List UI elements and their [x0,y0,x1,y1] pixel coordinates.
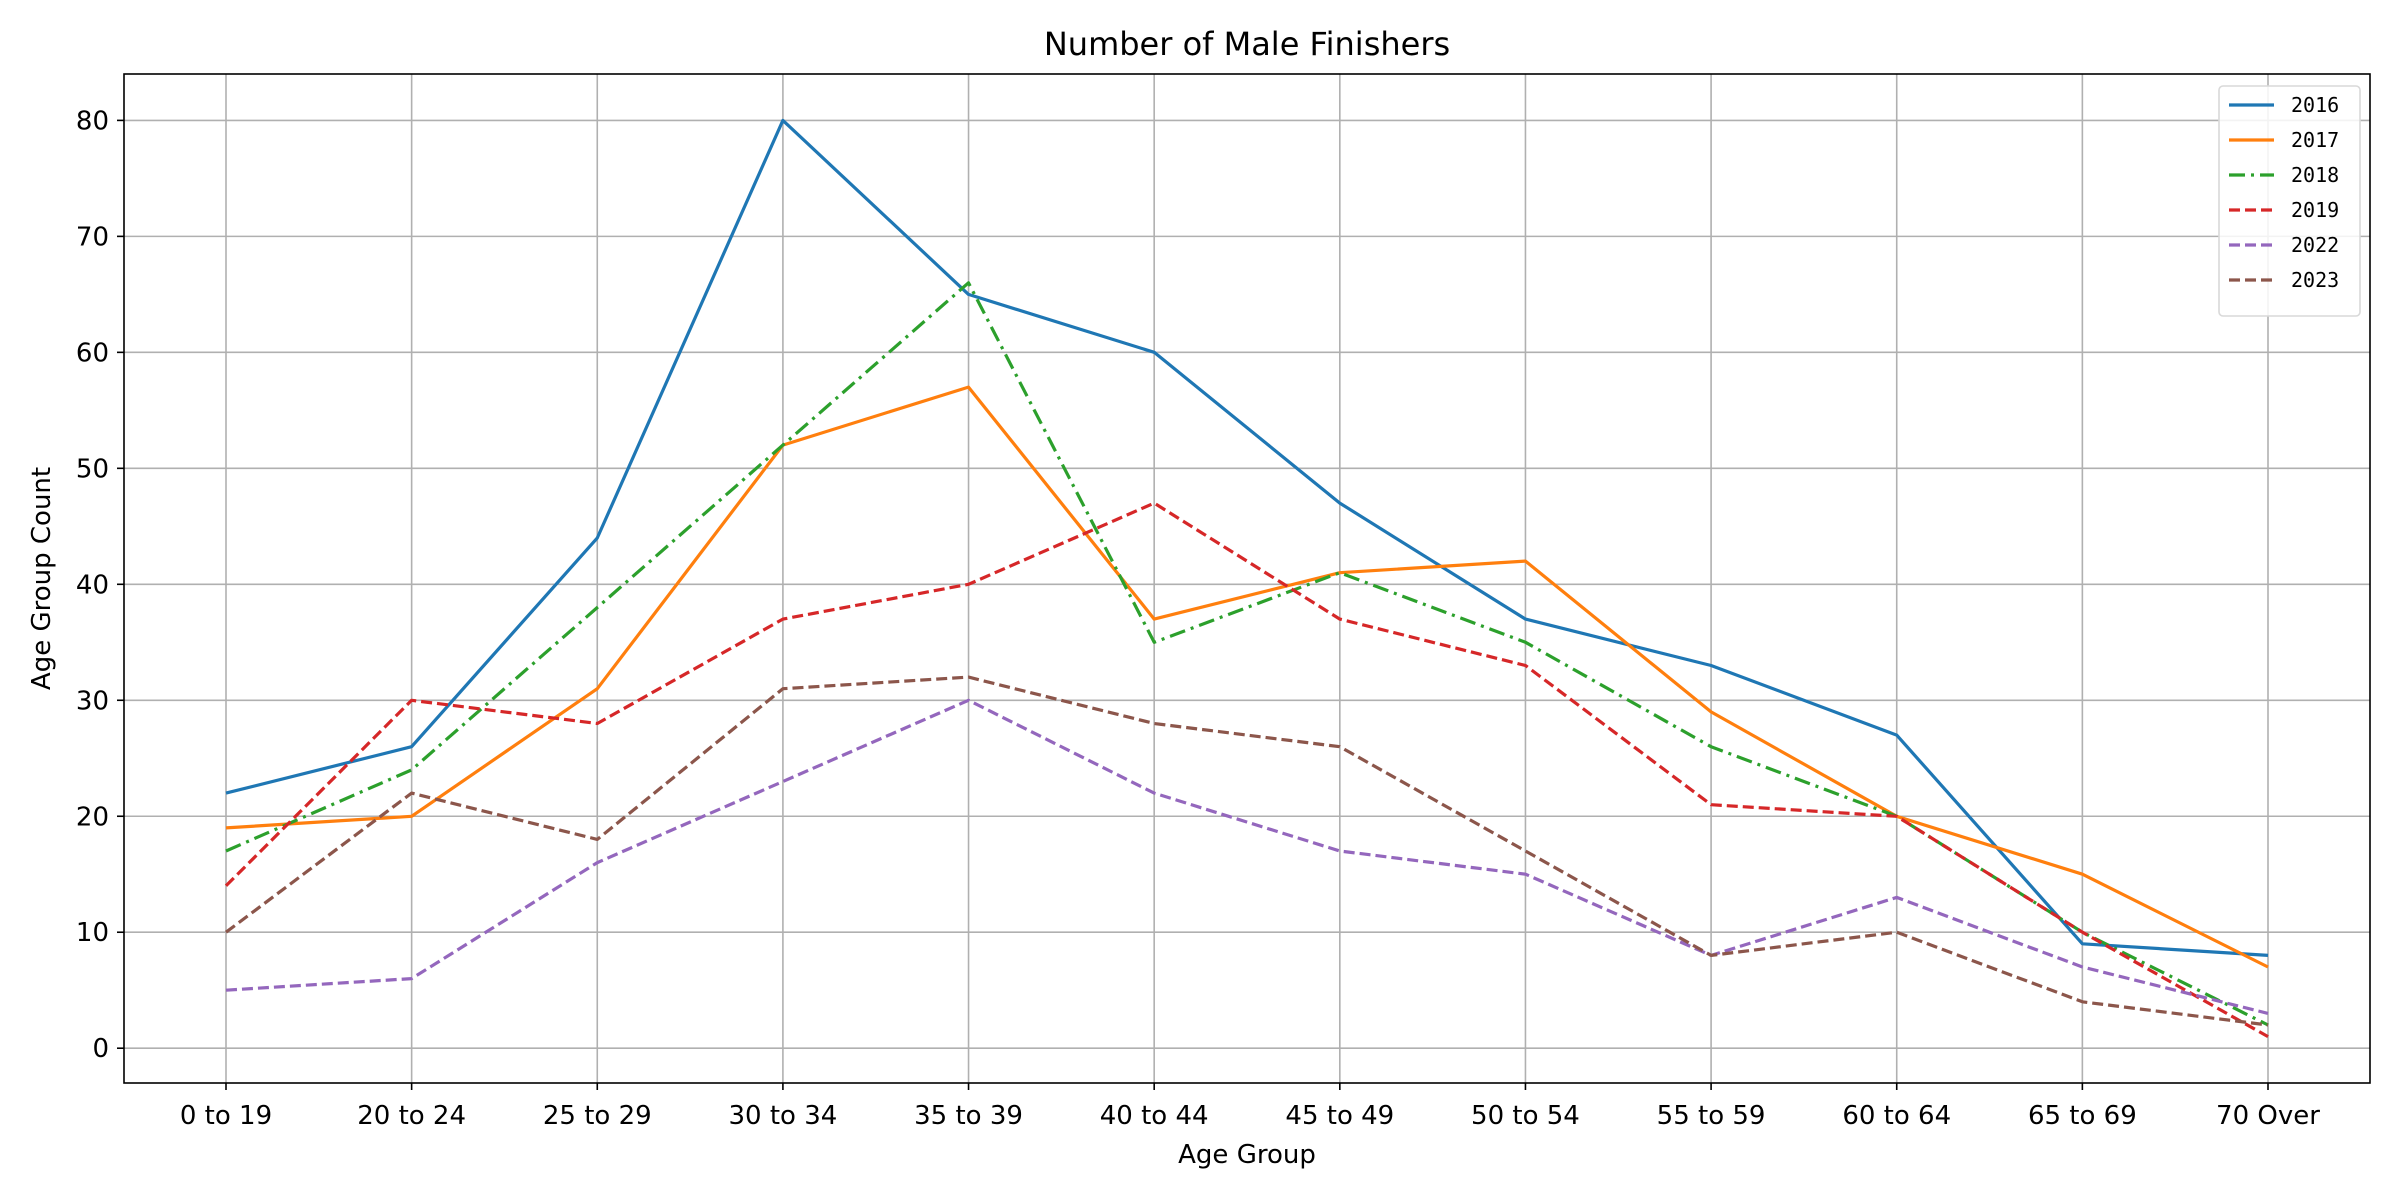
x-tick-label: 70 Over [2216,1101,2320,1131]
x-axis-label: Age Group [1178,1140,1316,1170]
series-line-2023 [225,675,2269,1027]
x-tick-label: 20 to 24 [357,1101,466,1131]
legend-label-2017: 2017 [2291,128,2339,152]
y-tick-label: 50 [76,454,109,484]
y-tick-label: 80 [76,106,109,136]
chart-title: Number of Male Finishers [1044,25,1450,63]
x-tick-label: 60 to 64 [1842,1101,1951,1131]
legend: 2016 2017 2018 2019 2022 2023 [2218,85,2361,317]
series-line-2022 [225,698,2269,1015]
y-axis-label: Age Group Count [27,467,57,690]
y-tick-label: 70 [76,222,109,252]
y-tick-label: 0 [92,1034,109,1064]
plot-frame [123,73,2371,1084]
series-line-2018 [225,281,2269,1027]
x-tick-label: 55 to 59 [1657,1101,1766,1131]
y-tick-label: 20 [76,802,109,832]
y-tick-label: 10 [76,918,109,948]
x-tick-label: 0 to 19 [180,1101,272,1131]
axis-ticks: 0 to 19 20 to 24 25 to 29 30 to 34 35 to 39 4… [76,106,2320,1131]
y-tick-label: 60 [76,338,109,368]
series-line-2017 [225,385,2269,969]
legend-label-2019: 2019 [2291,198,2339,222]
legend-label-2023: 2023 [2291,268,2339,292]
legend-label-2018: 2018 [2291,163,2339,187]
series-line-2019 [224,501,2269,1038]
x-tick-label: 65 to 69 [2028,1101,2137,1131]
x-tick-label: 45 to 49 [1285,1101,1394,1131]
legend-box [2218,85,2361,317]
x-tick-label: 40 to 44 [1100,1101,1209,1131]
series-line-2016 [225,118,2269,957]
x-tick-label: 35 to 39 [914,1101,1023,1131]
y-tick-label: 30 [76,686,109,716]
x-tick-label: 30 to 34 [729,1101,838,1131]
series-lines [224,118,2269,1038]
x-tick-label: 50 to 54 [1471,1101,1580,1131]
x-tick-label: 25 to 29 [543,1101,652,1131]
legend-label-2022: 2022 [2291,233,2339,257]
legend-label-2016: 2016 [2291,93,2339,117]
y-tick-label: 40 [76,570,109,600]
